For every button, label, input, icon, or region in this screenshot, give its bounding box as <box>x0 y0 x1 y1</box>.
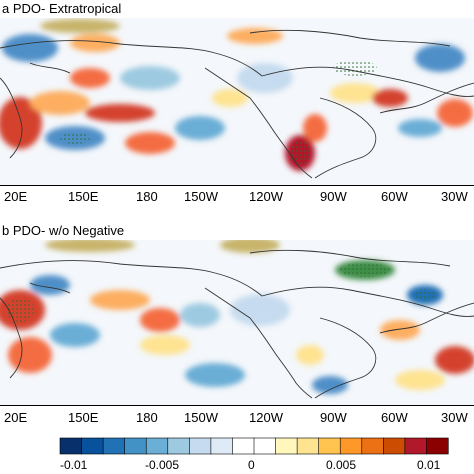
panel-b-tick-1: 150E <box>68 410 99 425</box>
colorbar-segment <box>145 437 169 455</box>
panel-a-anomaly-field <box>0 19 473 171</box>
colorbar-label-2: 0 <box>248 458 255 472</box>
panel-b-significance-stipple <box>6 263 437 322</box>
panel-a-tick-0: 20E <box>4 189 28 204</box>
colorbar-segment <box>232 437 255 455</box>
panel-a-map <box>0 18 474 186</box>
colorbar-segment <box>275 437 298 455</box>
colorbar-segment <box>361 437 384 455</box>
colorbar-segment <box>296 437 320 455</box>
colorbar-label-0: -0.01 <box>60 458 88 472</box>
panel-a-tick-3: 150W <box>184 189 218 204</box>
panel-b-tick-2: 180 <box>136 410 158 425</box>
colorbar-label-1: -0.005 <box>145 458 180 472</box>
colorbar-label-4: 0.01 <box>417 458 441 472</box>
panel-b-tick-3: 150W <box>184 410 218 425</box>
panel-a-title: a PDO- Extratropical <box>2 1 122 16</box>
panel-b-title: b PDO- w/o Negative <box>2 223 125 238</box>
panel-b-tick-4: 120W <box>249 410 283 425</box>
colorbar-segment <box>383 437 406 455</box>
panel-a-tick-6: 60W <box>381 189 408 204</box>
colorbar-segment <box>81 437 104 455</box>
panel-b-anomaly-field <box>0 240 474 394</box>
colorbar-segment <box>167 437 190 455</box>
panel-a-tick-2: 180 <box>136 189 158 204</box>
panel-a-coastlines <box>0 29 474 179</box>
colorbar-label-3: 0.005 <box>326 458 357 472</box>
panel-b-coastlines <box>0 249 474 399</box>
panel-a-tick-7: 30W <box>441 189 468 204</box>
panel-b-map <box>0 240 474 406</box>
colorbar-segment <box>253 437 277 455</box>
panel-a-tick-5: 90W <box>320 189 347 204</box>
panel-a-tick-1: 150E <box>68 189 99 204</box>
panel-a-significance-stipple <box>60 60 377 165</box>
colorbar-segment <box>189 437 212 455</box>
panel-b-tick-5: 90W <box>320 410 347 425</box>
colorbar-segment <box>59 437 83 455</box>
colorbar <box>59 437 449 455</box>
panel-b-tick-0: 20E <box>4 410 28 425</box>
colorbar-segment <box>404 437 428 455</box>
colorbar-segment <box>339 437 363 455</box>
panel-b-tick-6: 60W <box>381 410 408 425</box>
colorbar-segment <box>102 437 126 455</box>
colorbar-segment <box>124 437 147 455</box>
colorbar-segment <box>426 437 449 455</box>
colorbar-segment <box>318 437 341 455</box>
colorbar-segment <box>210 437 234 455</box>
panel-b-tick-7: 30W <box>441 410 468 425</box>
panel-a-tick-4: 120W <box>249 189 283 204</box>
